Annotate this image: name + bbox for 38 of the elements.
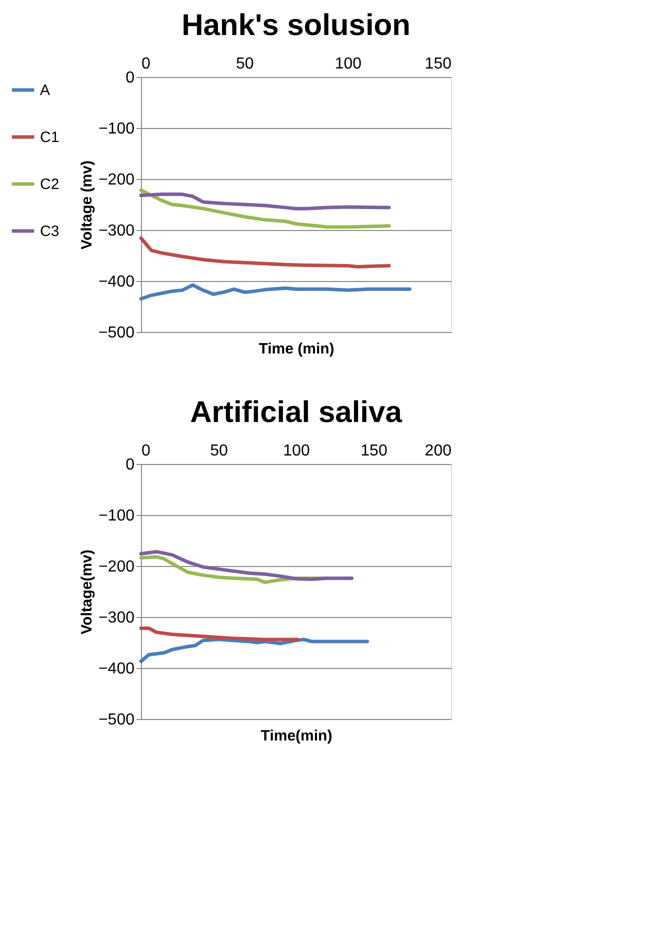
legend-label: C1 xyxy=(40,129,60,146)
line-series xyxy=(139,283,412,301)
chart-title: Artificial saliva xyxy=(190,396,402,429)
x-tick-label: 0 xyxy=(142,56,150,72)
y-tick-label: −300 xyxy=(98,222,135,240)
x-tick-label: 50 xyxy=(210,442,228,460)
legend-label: C3 xyxy=(40,223,60,240)
y-axis-title: Voltage (mv) xyxy=(78,160,96,250)
x-tick-label: 50 xyxy=(236,56,254,72)
y-tick-label: −500 xyxy=(98,712,135,728)
x-axis-title: Time (min) xyxy=(258,340,334,358)
y-tick-label: −400 xyxy=(98,660,135,678)
chart-title: Hank's solusion xyxy=(182,9,410,42)
line-series xyxy=(139,192,391,210)
y-tick-label: −500 xyxy=(98,324,135,342)
y-tick-label: −200 xyxy=(98,558,135,576)
y-tick-label: −100 xyxy=(98,508,135,524)
legend-label: A xyxy=(40,82,50,99)
x-tick-label: 100 xyxy=(283,442,310,460)
x-axis-title: Time(min) xyxy=(260,728,332,744)
y-tick-label: −300 xyxy=(98,610,135,626)
x-tick-label: 200 xyxy=(424,442,452,460)
x-tick-label: 100 xyxy=(334,56,362,72)
x-tick-label: 0 xyxy=(142,442,150,460)
y-tick-label: −400 xyxy=(98,274,135,290)
y-tick-label: 0 xyxy=(126,456,135,474)
y-axis-title: Voltage(mv) xyxy=(78,550,96,634)
x-tick-label: 150 xyxy=(360,442,388,460)
y-tick-label: 0 xyxy=(126,70,135,86)
line-series xyxy=(139,626,300,642)
line-series xyxy=(139,550,354,582)
line-series xyxy=(139,188,391,229)
legend-label: C2 xyxy=(40,176,60,193)
y-tick-label: −100 xyxy=(98,120,135,138)
x-tick-label: 150 xyxy=(424,56,452,72)
line-series xyxy=(139,236,391,268)
y-tick-label: −200 xyxy=(98,172,135,188)
line-series xyxy=(139,638,370,664)
